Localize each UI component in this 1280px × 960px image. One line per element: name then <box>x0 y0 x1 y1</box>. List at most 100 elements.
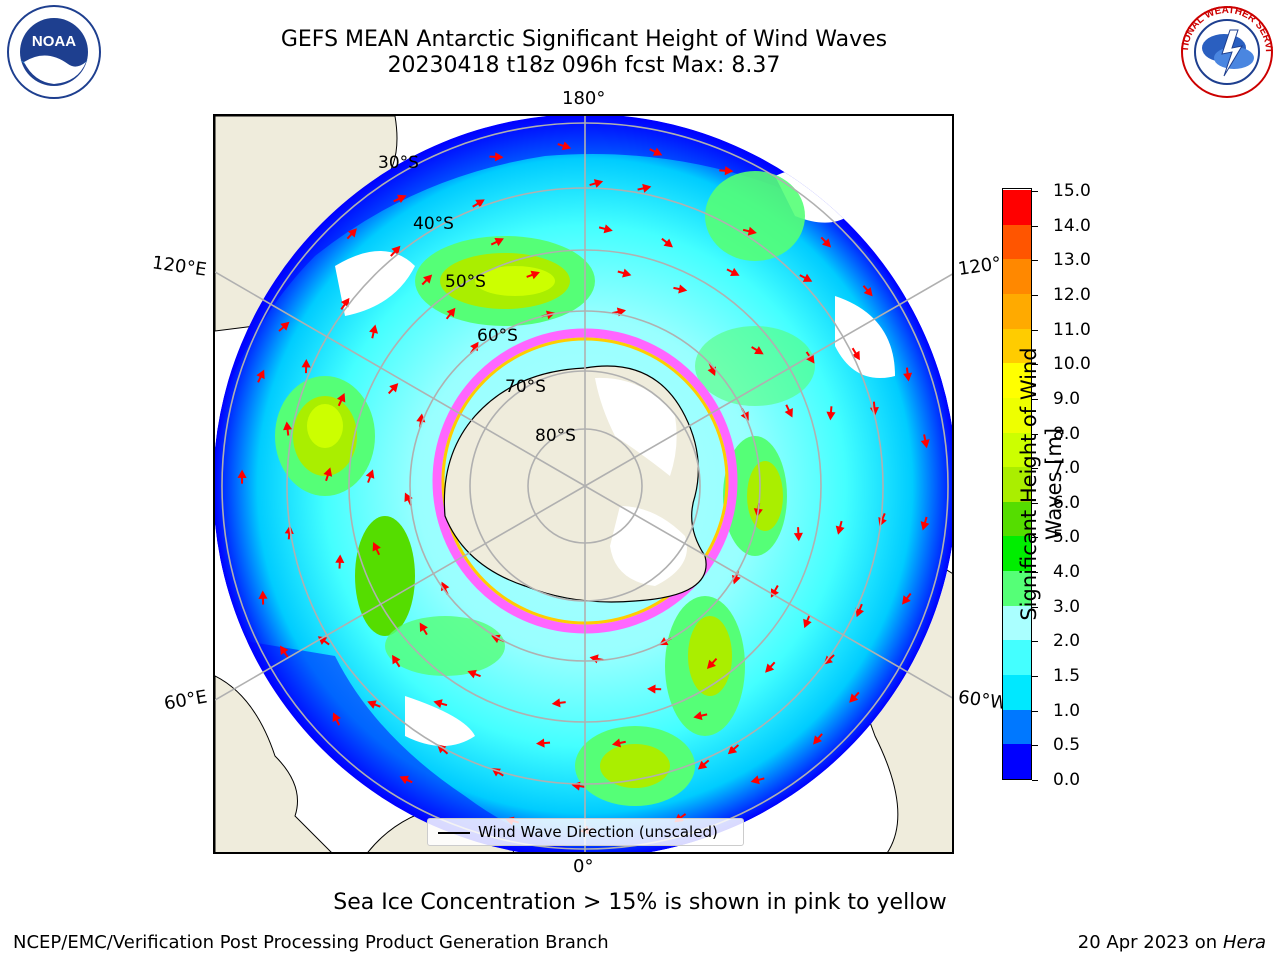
wave-arrow-head <box>391 245 401 255</box>
wave-arrow-head <box>747 226 757 236</box>
wave-arrow-head <box>754 346 764 355</box>
wave-arrow-head <box>561 141 572 151</box>
colorbar-tick-label: 8.0 <box>1053 423 1081 444</box>
noaa-logo: NOAA <box>6 4 102 100</box>
wave-arrow-head <box>826 411 836 421</box>
colorbar-tick-label: 4.0 <box>1053 562 1081 583</box>
colorbar-segment <box>1003 258 1031 294</box>
colorbar-tick-label: 0.5 <box>1053 735 1081 756</box>
colorbar-tick-mark <box>1032 676 1038 678</box>
wave-arrow-head <box>397 194 407 204</box>
colorbar-tick-label: 10.0 <box>1053 354 1091 375</box>
colorbar-tick-label: 15.0 <box>1053 181 1091 201</box>
colorbar-tick-mark <box>1032 710 1038 712</box>
wave-arrow-head <box>707 366 717 377</box>
wave-arrow-head <box>332 712 341 722</box>
wave-arrow-head <box>283 421 293 431</box>
wave-arrow-head <box>663 238 673 248</box>
generation-date-text: 20 Apr 2023 on <box>1077 932 1223 953</box>
wave-arrow-head <box>652 147 663 156</box>
wave-arrow-head <box>765 663 775 673</box>
colorbar-segment <box>1003 605 1031 641</box>
colorbar-tick-mark <box>1032 572 1038 574</box>
colorbar-tick-mark <box>1032 294 1038 296</box>
wave-arrow-head <box>802 273 813 282</box>
wave-arrow-head <box>730 267 740 277</box>
colorbar-tick-label: 13.0 <box>1053 250 1091 271</box>
wave-arrow-head <box>494 237 504 247</box>
wave-arrow-head <box>805 354 815 364</box>
wave-arrow-head <box>404 492 413 503</box>
wave-arrow-head <box>616 307 626 317</box>
colorbar-segment <box>1003 189 1031 225</box>
wave-arrow-head <box>855 607 864 618</box>
polar-map: 30°S 40°S 50°S 60°S 70°S 80°S <box>215 116 952 852</box>
lon-label-180: 180° <box>562 88 606 109</box>
colorbar-segment <box>1003 293 1031 329</box>
colorbar-tick-label: 14.0 <box>1053 215 1091 236</box>
chart-subtitle: 20230418 t18z 096h fcst Max: 8.37 <box>387 53 781 78</box>
colorbar-segment <box>1003 535 1031 572</box>
lat-label-60: 60°S <box>477 326 518 346</box>
colorbar-tick-label: 3.0 <box>1053 596 1081 617</box>
colorbar-segment <box>1003 224 1031 260</box>
wave-arrow-head <box>851 350 860 361</box>
colorbar <box>1002 188 1032 780</box>
wave-arrow-head <box>530 270 540 280</box>
colorbar-tick-mark <box>1032 606 1038 608</box>
wave-arrow-head <box>647 684 656 694</box>
wave-arrow-head <box>784 408 793 418</box>
lon-label-60e: 60°E <box>162 686 209 715</box>
colorbar-tick-label: 0.0 <box>1053 770 1081 790</box>
wave-arrow-head <box>750 775 760 785</box>
colorbar-tick-label: 7.0 <box>1053 458 1081 479</box>
wave-arrow-head <box>902 595 911 605</box>
colorbar-segment <box>1003 709 1031 745</box>
lon-label-120e: 120°E <box>150 252 208 281</box>
legend-line-swatch <box>438 832 470 834</box>
lon-label-0: 0° <box>573 856 594 877</box>
colorbar-tick-mark <box>1032 745 1038 747</box>
colorbar-tick-mark <box>1032 468 1038 470</box>
colorbar-tick-mark <box>1032 260 1038 262</box>
map-legend: Wind Wave Direction (unscaled) <box>427 818 744 846</box>
wave-arrow-head <box>835 525 845 535</box>
wave-arrow-head <box>611 738 622 748</box>
wave-arrow-head <box>335 554 345 564</box>
wave-arrow-head <box>237 469 247 478</box>
wave-arrow-head <box>813 735 822 745</box>
nws-logo: NATIONAL WEATHER SERVICE <box>1174 0 1276 100</box>
wave-arrow-head <box>593 179 604 188</box>
wave-arrow-head <box>369 324 378 334</box>
wave-arrow-head <box>367 700 377 709</box>
wave-arrow-head <box>423 274 433 284</box>
colorbar-tick-mark <box>1032 191 1038 192</box>
wave-arrow-head <box>280 645 289 655</box>
lon-label-120w: 120° <box>956 253 1003 280</box>
wave-arrow-head <box>389 383 399 393</box>
producer-credit: NCEP/EMC/Verification Post Processing Pr… <box>13 932 609 953</box>
wave-arrow-head <box>256 369 265 380</box>
wave-arrow-head <box>365 469 375 479</box>
colorbar-tick-label: 9.0 <box>1053 388 1081 409</box>
colorbar-tick-mark <box>1032 329 1038 331</box>
wave-arrow-head <box>622 268 632 278</box>
chart-title: GEFS MEAN Antarctic Significant Height o… <box>280 27 888 52</box>
map-panel: 30°S 40°S 50°S 60°S 70°S 80°S <box>213 114 954 854</box>
colorbar-tick-mark <box>1032 433 1038 435</box>
wave-arrow-head <box>340 297 350 308</box>
wave-arrow-head <box>793 532 803 542</box>
colorbar-segment <box>1003 432 1031 468</box>
legend-label: Wind Wave Direction (unscaled) <box>478 823 718 841</box>
colorbar-segment <box>1003 674 1031 710</box>
colorbar-tick-label: 2.0 <box>1053 631 1081 652</box>
colorbar-tick-mark <box>1032 537 1038 539</box>
colorbar-label: Significant Height of Wind Waves [m] <box>1017 347 1066 621</box>
wave-arrow-head <box>470 341 479 352</box>
wave-arrow-head <box>301 359 311 368</box>
colorbar-segment <box>1003 743 1031 779</box>
wave-arrow-head <box>697 760 708 770</box>
wave-arrow-head <box>920 521 930 531</box>
wave-arrow-head <box>399 775 409 785</box>
colorbar-tick-label: 12.0 <box>1053 284 1091 305</box>
